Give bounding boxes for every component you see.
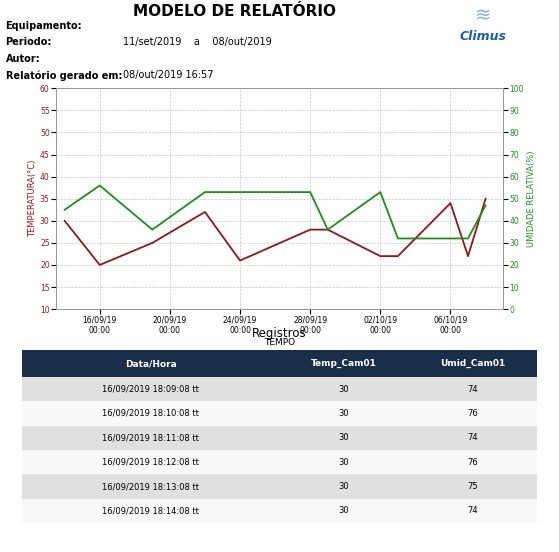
X-axis label: TEMPO: TEMPO [264, 337, 295, 347]
Text: 16/09/2019 18:13:08 tt: 16/09/2019 18:13:08 tt [102, 482, 200, 491]
FancyBboxPatch shape [408, 450, 537, 474]
FancyBboxPatch shape [280, 351, 408, 377]
FancyBboxPatch shape [22, 426, 280, 450]
Text: 74: 74 [467, 506, 478, 516]
Text: 16/09/2019 18:14:08 tt: 16/09/2019 18:14:08 tt [102, 506, 200, 516]
Text: 30: 30 [338, 482, 349, 491]
FancyBboxPatch shape [22, 351, 280, 377]
Y-axis label: UMIDADE RELATIVA(%): UMIDADE RELATIVA(%) [527, 151, 536, 247]
FancyBboxPatch shape [280, 474, 408, 498]
Text: 11/set/2019    a    08/out/2019: 11/set/2019 a 08/out/2019 [123, 38, 272, 47]
Text: 76: 76 [467, 409, 478, 418]
FancyBboxPatch shape [280, 450, 408, 474]
FancyBboxPatch shape [22, 401, 280, 426]
Text: Autor:: Autor: [6, 54, 40, 63]
Text: Climus: Climus [460, 30, 507, 43]
FancyBboxPatch shape [408, 351, 537, 377]
Text: Relatório gerado em:: Relatório gerado em: [6, 70, 122, 81]
Text: 76: 76 [467, 458, 478, 466]
FancyBboxPatch shape [22, 450, 280, 474]
Y-axis label: TEMPERATURA(°C): TEMPERATURA(°C) [28, 160, 37, 237]
Text: 30: 30 [338, 458, 349, 466]
Text: Umid_Cam01: Umid_Cam01 [440, 359, 505, 368]
FancyBboxPatch shape [280, 426, 408, 450]
Text: 16/09/2019 18:11:08 tt: 16/09/2019 18:11:08 tt [102, 433, 200, 442]
Text: Equipamento:: Equipamento: [6, 21, 82, 31]
Text: Periodo:: Periodo: [6, 38, 52, 47]
Text: Registros: Registros [252, 327, 307, 340]
Text: 30: 30 [338, 409, 349, 418]
Text: 30: 30 [338, 433, 349, 442]
Text: 74: 74 [467, 385, 478, 394]
FancyBboxPatch shape [280, 498, 408, 523]
Text: 30: 30 [338, 385, 349, 394]
FancyBboxPatch shape [408, 474, 537, 498]
FancyBboxPatch shape [408, 377, 537, 401]
FancyBboxPatch shape [22, 474, 280, 498]
FancyBboxPatch shape [408, 498, 537, 523]
Text: 08/out/2019 16:57: 08/out/2019 16:57 [123, 70, 214, 80]
Text: Temp_Cam01: Temp_Cam01 [311, 359, 377, 368]
Text: 30: 30 [338, 506, 349, 516]
Text: ≋: ≋ [475, 6, 492, 25]
Text: 16/09/2019 18:12:08 tt: 16/09/2019 18:12:08 tt [102, 458, 200, 466]
FancyBboxPatch shape [280, 401, 408, 426]
Text: 75: 75 [467, 482, 478, 491]
FancyBboxPatch shape [408, 401, 537, 426]
FancyBboxPatch shape [22, 498, 280, 523]
Text: 16/09/2019 18:10:08 tt: 16/09/2019 18:10:08 tt [102, 409, 200, 418]
FancyBboxPatch shape [408, 426, 537, 450]
Text: 74: 74 [467, 433, 478, 442]
Text: Data/Hora: Data/Hora [125, 359, 177, 368]
FancyBboxPatch shape [22, 377, 280, 401]
FancyBboxPatch shape [280, 377, 408, 401]
Text: 16/09/2019 18:09:08 tt: 16/09/2019 18:09:08 tt [102, 385, 200, 394]
Text: MODELO DE RELATÓRIO: MODELO DE RELATÓRIO [133, 4, 337, 19]
